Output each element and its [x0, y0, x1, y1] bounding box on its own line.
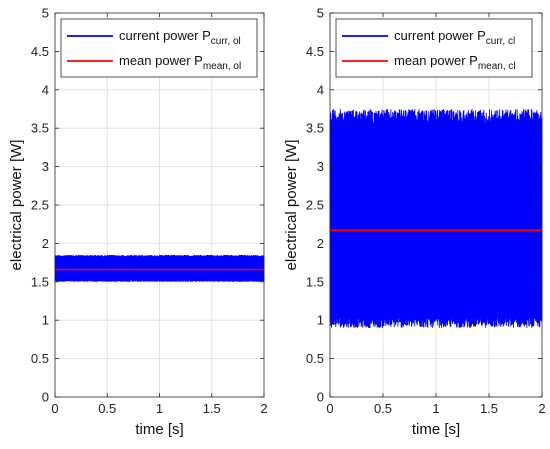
legend-entry-label: mean power Pmean, cl	[394, 53, 516, 72]
legend-entry-label: mean power Pmean, ol	[119, 53, 241, 72]
legend-entry-subscript: curr, cl	[486, 36, 515, 47]
legend: current power Pcurr, cl mean power Pmean,…	[335, 18, 533, 78]
legend-entry-subscript: mean, cl	[478, 61, 516, 72]
y-tick-label: 3.5	[31, 121, 49, 136]
y-tick-label: 4.5	[306, 44, 324, 59]
y-axis-label: electrical power [W]	[283, 140, 300, 271]
y-tick-label: 2	[42, 236, 49, 251]
x-tick-label: 0.5	[98, 401, 116, 416]
y-tick-label: 0.5	[306, 351, 324, 366]
x-tick-label: 2	[260, 401, 267, 416]
y-axis-label: electrical power [W]	[8, 140, 25, 271]
y-tick-label: 2.5	[306, 198, 324, 213]
y-tick-label: 0	[317, 390, 324, 405]
x-tick-label: 2	[538, 401, 545, 416]
y-tick-label: 0	[42, 390, 49, 405]
legend-entry-subscript: mean, ol	[203, 61, 241, 72]
y-tick-label: 3	[42, 159, 49, 174]
y-tick-label: 5	[42, 6, 49, 21]
legend-entry-subscript: curr, ol	[211, 36, 241, 47]
y-tick-label: 1.5	[306, 274, 324, 289]
y-tick-label: 4	[317, 82, 324, 97]
series-current-power-line	[329, 108, 543, 328]
y-tick-label: 1.5	[31, 274, 49, 289]
y-tick-label: 1	[42, 313, 49, 328]
x-tick-label: 0	[51, 401, 58, 416]
legend: current power Pcurr, ol mean power Pmean,…	[60, 18, 258, 78]
x-tick-label: 1	[156, 401, 163, 416]
legend-entry-name: current power P	[394, 28, 486, 43]
x-axis-label: time [s]	[135, 421, 183, 438]
y-tick-label: 4	[42, 82, 49, 97]
x-tick-label: 0	[326, 401, 333, 416]
y-tick-label: 5	[317, 6, 324, 21]
y-tick-label: 2	[317, 236, 324, 251]
x-tick-label: 1.5	[480, 401, 498, 416]
legend-box	[60, 18, 258, 78]
y-tick-label: 4.5	[31, 44, 49, 59]
chart-panel-2: 0 0.5 1 1.5 2 2.5 3 3.5 4 4.5 5 0 0.5 1 1.5 2 time [s] el…	[283, 6, 546, 439]
chart-panel-1: 0 0.5 1 1.5 2 2.5 3 3.5 4 4.5 5 0 0.5 1 1.5 2 time [s] el…	[8, 6, 268, 439]
y-tick-label: 3.5	[306, 121, 324, 136]
legend-box	[335, 18, 533, 78]
x-tick-label: 1.5	[203, 401, 221, 416]
x-tick-label: 0.5	[374, 401, 392, 416]
legend-entry-name: mean power P	[394, 53, 478, 68]
legend-entry-label: current power Pcurr, ol	[119, 28, 241, 47]
legend-entry-name: mean power P	[119, 53, 203, 68]
y-tick-label: 2.5	[31, 198, 49, 213]
y-tick-label: 3	[317, 159, 324, 174]
x-tick-label: 1	[432, 401, 439, 416]
series-current-power-line	[54, 254, 265, 282]
legend-entry-name: current power P	[119, 28, 211, 43]
y-tick-label: 1	[317, 313, 324, 328]
x-axis-label: time [s]	[412, 421, 460, 438]
legend-entry-label: current power Pcurr, cl	[394, 28, 515, 47]
y-tick-label: 0.5	[31, 351, 49, 366]
